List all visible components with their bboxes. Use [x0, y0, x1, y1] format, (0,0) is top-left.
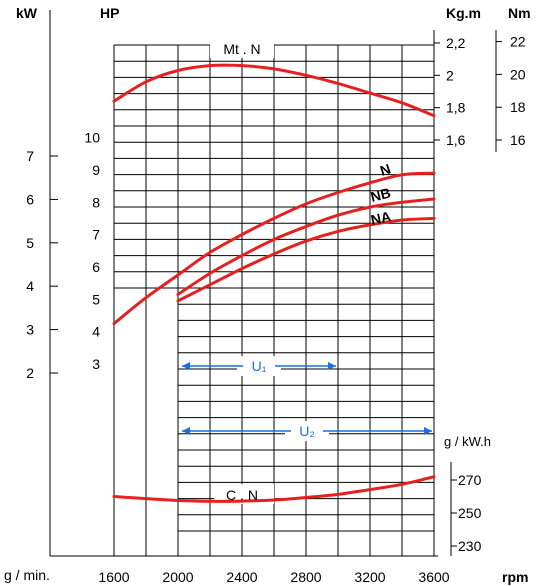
- x-tick-label: 1600: [98, 569, 129, 585]
- x-tick-label: 2400: [226, 569, 257, 585]
- kgm-tick-label: 1,6: [446, 132, 466, 148]
- consumption-tick-label: 270: [458, 472, 482, 488]
- curve-n: [112, 171, 436, 326]
- consumption-tick-label: 250: [458, 505, 482, 521]
- curve-label-n: N: [378, 161, 393, 179]
- curve-label-nb: NB: [369, 184, 393, 204]
- kgm-tick-label: 2: [446, 67, 454, 83]
- kgm-axis-label: Kg.m: [446, 5, 481, 21]
- consumption-axis-label: g / kW.h: [444, 434, 491, 449]
- nm-tick-label: 16: [510, 132, 526, 148]
- curve-label-mt-n: Mt . N: [223, 41, 260, 57]
- nm-tick-label: 22: [510, 34, 526, 50]
- hp-tick-label: 5: [92, 291, 100, 307]
- curve-c-n: [112, 475, 436, 503]
- range-label-backdrop: [285, 421, 329, 441]
- nm-tick-label: 20: [510, 66, 526, 82]
- curve-label-na: NA: [369, 208, 392, 228]
- x-axis-left-label: g / min.: [4, 567, 50, 583]
- hp-tick-label: 9: [92, 162, 100, 178]
- arrow-right-icon: [424, 427, 432, 435]
- curve-label-c-n: C . N: [226, 487, 258, 503]
- label-backdrop: [437, 428, 517, 450]
- x-axis-label: rpm: [502, 569, 528, 585]
- label-backdrop: [214, 484, 274, 504]
- kw-tick-label: 7: [26, 148, 34, 164]
- curve-mt-n: [112, 63, 436, 118]
- label-backdrop: [210, 38, 274, 58]
- range-label: U₁: [252, 358, 267, 374]
- kw-tick-label: 6: [26, 191, 34, 207]
- hp-tick-label: 6: [92, 259, 100, 275]
- nm-axis-label: Nm: [508, 5, 531, 21]
- hp-tick-label: 8: [92, 194, 100, 210]
- kw-tick-label: 5: [26, 235, 34, 251]
- hp-axis-label: HP: [100, 5, 119, 21]
- x-tick-label: 2800: [290, 569, 321, 585]
- hp-tick-label: 10: [84, 130, 100, 146]
- performance-curves: [112, 63, 436, 503]
- range-label: U₂: [299, 423, 315, 439]
- arrow-left-icon: [182, 362, 190, 370]
- hp-tick-label: 7: [92, 227, 100, 243]
- hp-tick-label: 3: [92, 356, 100, 372]
- chart-grid: [49, 10, 517, 557]
- kw-tick-label: 3: [26, 322, 34, 338]
- consumption-tick-label: 230: [458, 538, 482, 554]
- chart-labels: 1600 2000 2400 2800 3200 3600 rpm g / min. kW 2 3 4…: [4, 5, 531, 585]
- kw-tick-label: 4: [26, 278, 34, 294]
- nm-tick-label: 18: [510, 99, 526, 115]
- arrow-right-icon: [328, 362, 336, 370]
- range-label-backdrop: [237, 356, 281, 376]
- curve-nb: [176, 197, 436, 296]
- arrow-left-icon: [182, 427, 190, 435]
- x-tick-label: 3200: [354, 569, 385, 585]
- hp-tick-label: 4: [92, 324, 100, 340]
- kgm-tick-label: 2,2: [446, 35, 466, 51]
- curve-na: [176, 216, 436, 303]
- x-tick-label: 3600: [418, 569, 449, 585]
- x-tick-label: 2000: [162, 569, 193, 585]
- kw-axis-label: kW: [16, 5, 38, 21]
- kw-tick-label: 2: [26, 365, 34, 381]
- kgm-tick-label: 1,8: [446, 100, 466, 116]
- operating-ranges: U₁ U₂: [182, 356, 432, 441]
